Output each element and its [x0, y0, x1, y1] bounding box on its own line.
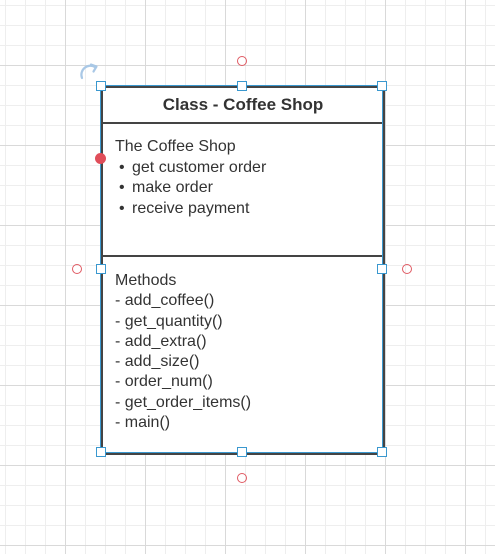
- resize-handle-right[interactable]: [377, 264, 387, 274]
- connection-point-right[interactable]: [402, 264, 412, 274]
- connection-anchor-dot[interactable]: [95, 153, 106, 164]
- attributes-list: get customer order make order receive pa…: [115, 158, 383, 220]
- attribute-item: get customer order: [119, 158, 383, 179]
- method-item: - get_order_items(): [115, 393, 252, 411]
- methods-section: Methods - add_coffee() - get_quantity() …: [103, 257, 383, 433]
- method-item: - add_coffee(): [115, 292, 215, 310]
- connection-point-left[interactable]: [72, 264, 82, 274]
- resize-handle-bottom-left[interactable]: [96, 447, 106, 457]
- resize-handle-bottom[interactable]: [237, 447, 247, 457]
- class-title: Class - Coffee Shop: [103, 88, 383, 124]
- resize-handle-bottom-right[interactable]: [377, 447, 387, 457]
- uml-class-shape[interactable]: Class - Coffee Shop The Coffee Shop get …: [101, 86, 385, 455]
- attribute-item: make order: [119, 178, 383, 199]
- connection-point-top[interactable]: [237, 56, 247, 66]
- attributes-heading: The Coffee Shop: [115, 138, 236, 155]
- method-item: - get_quantity(): [115, 312, 223, 330]
- method-item: - add_size(): [115, 353, 200, 371]
- rotate-icon[interactable]: [78, 61, 100, 83]
- attribute-item: receive payment: [119, 199, 383, 220]
- resize-handle-top[interactable]: [237, 81, 247, 91]
- method-item: - order_num(): [115, 373, 213, 391]
- method-item: - add_extra(): [115, 332, 207, 350]
- resize-handle-top-left[interactable]: [96, 81, 106, 91]
- method-item: - main(): [115, 414, 171, 432]
- attributes-section: The Coffee Shop get customer order make …: [103, 124, 383, 257]
- resize-handle-top-right[interactable]: [377, 81, 387, 91]
- connection-point-bottom[interactable]: [237, 473, 247, 483]
- methods-heading: Methods: [115, 272, 177, 289]
- resize-handle-left[interactable]: [96, 264, 106, 274]
